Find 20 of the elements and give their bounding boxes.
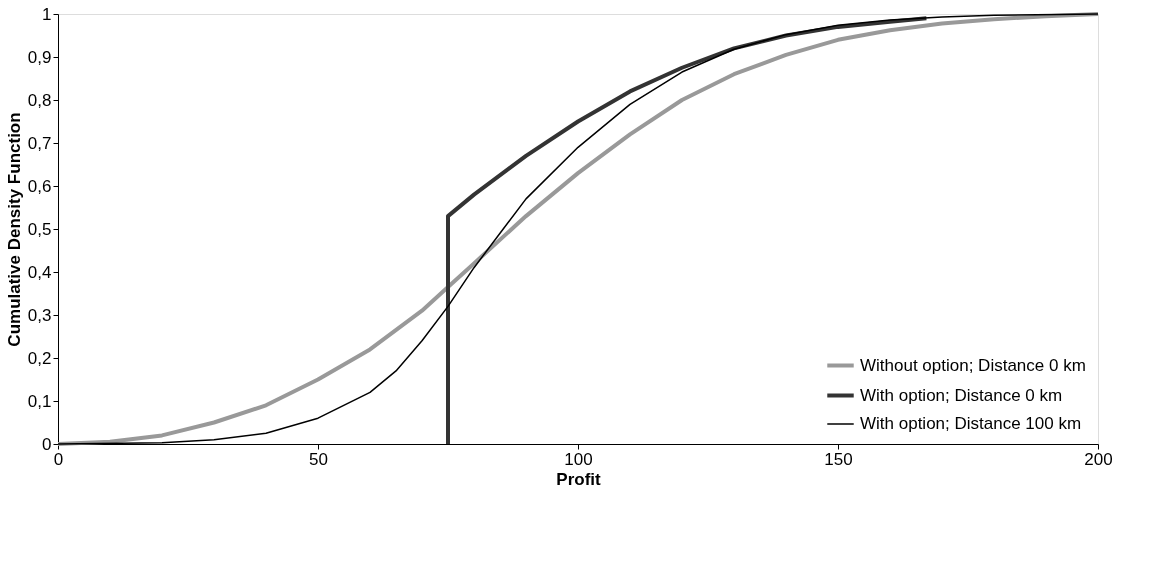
y-tick-label: 0,2 xyxy=(27,348,52,368)
y-tick-label: 0,7 xyxy=(27,133,52,153)
y-tick-label: 0,4 xyxy=(27,262,52,282)
legend-label: With option; Distance 100 km xyxy=(860,414,1082,433)
x-tick-label: 200 xyxy=(1084,449,1113,469)
x-tick-label: 50 xyxy=(309,449,328,469)
y-tick-label: 0,5 xyxy=(27,219,52,239)
y-tick-label: 0,6 xyxy=(27,176,52,196)
legend-label: With option; Distance 0 km xyxy=(860,385,1063,405)
y-tick-label: 0 xyxy=(42,434,52,454)
x-tick-label: 100 xyxy=(564,449,593,469)
y-axis-title: Cumulative Density Function xyxy=(4,112,24,347)
y-tick-label: 1 xyxy=(42,4,52,24)
y-tick-label: 0,8 xyxy=(27,90,52,110)
y-tick-label: 0,3 xyxy=(27,305,52,325)
x-tick-label: 150 xyxy=(824,449,853,469)
y-tick-label: 0,1 xyxy=(27,391,52,411)
y-tick-label: 0,9 xyxy=(27,47,52,67)
x-axis-title: Profit xyxy=(556,469,602,489)
legend-label: Without option; Distance 0 km xyxy=(860,355,1086,375)
